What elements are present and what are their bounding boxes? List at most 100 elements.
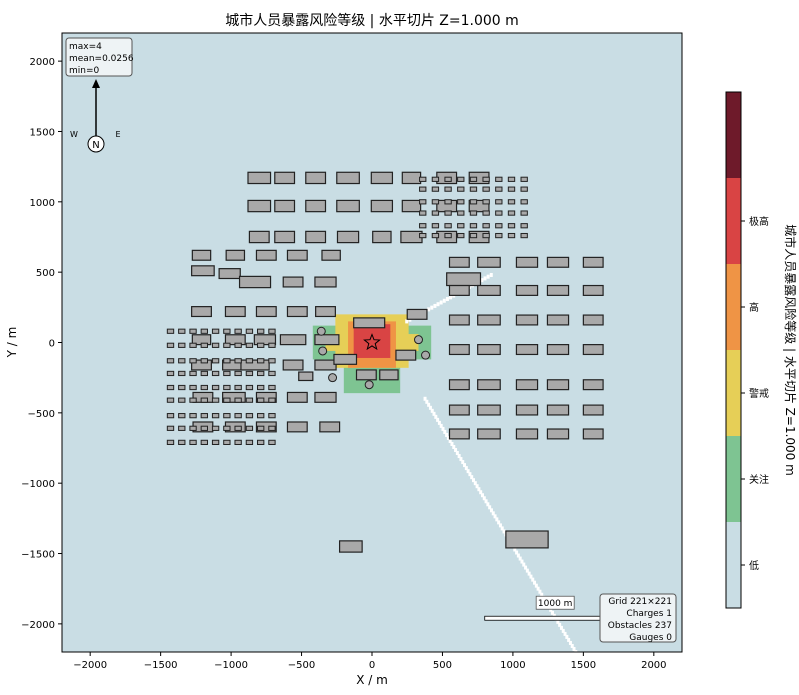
small-obstacle [234,397,242,403]
round-obstacle [318,346,328,356]
building [515,284,539,296]
building [546,344,570,356]
small-obstacle [419,186,427,192]
round-obstacle [316,326,326,336]
small-obstacle [223,328,231,334]
small-obstacle [431,210,440,216]
colorbar-segment [726,178,741,264]
small-obstacle [200,425,208,431]
plume-cell [482,496,486,501]
building [338,540,363,553]
building [546,428,570,440]
building [515,404,539,416]
plume-cell [498,523,502,528]
plume-cell [495,517,499,522]
small-obstacle [482,232,490,239]
colorbar-label: 城市人员暴露风险等级 | 水平切片 Z=1.000 m [783,224,798,476]
small-obstacle [178,425,186,431]
small-obstacle [245,370,254,377]
plume-cell [449,295,453,300]
building [582,284,604,296]
x-tick-label: 500 [433,660,452,671]
building [515,256,539,268]
plume-cell [561,628,565,633]
plume-cell [472,478,476,483]
plume-cell [442,298,446,303]
x-tick-label: 2000 [641,660,666,671]
plume-cell [480,278,484,283]
small-obstacle [457,199,465,205]
colorbar-tick-label: 高 [749,301,759,314]
small-obstacle [431,223,440,229]
small-obstacle [495,176,503,182]
colorbar-segment [726,436,741,522]
x-tick-label: −500 [288,660,315,671]
plume-cell [439,300,443,305]
building [448,344,470,356]
compass-north: N [92,140,99,151]
building [191,249,212,261]
plume-cell [568,640,572,645]
small-obstacle [419,232,427,239]
small-obstacle [268,370,276,377]
small-obstacle [268,342,276,348]
building [255,249,277,261]
building [379,369,399,381]
building [286,249,308,261]
small-obstacle [419,176,427,182]
scale-bar-label-bg [535,595,575,610]
small-obstacle [211,328,220,334]
small-obstacle [419,223,427,229]
small-obstacle [257,328,265,334]
small-obstacle [200,384,208,391]
small-obstacle [431,232,440,239]
plume-cell [454,448,458,453]
small-obstacle [200,413,208,419]
building [222,391,246,403]
small-obstacle [245,425,254,431]
building [448,284,470,296]
plume-cell [432,411,436,416]
small-obstacle [223,358,231,364]
small-obstacle [211,358,220,364]
round-obstacle [414,335,423,345]
building [336,171,360,185]
small-obstacle [200,439,208,445]
colorbar-tick-label: 极高 [749,215,769,228]
plume-cell [558,622,562,627]
plume-cell [572,646,576,651]
north-circle [87,135,105,153]
plume-cell [559,625,563,630]
small-obstacle [520,210,528,216]
small-obstacle [520,186,528,192]
building [515,379,539,391]
plume-cell [433,303,437,308]
small-obstacle [245,358,254,364]
small-obstacle [520,232,528,239]
scale-bar: 1000 m [484,595,627,621]
small-obstacle [268,328,276,334]
small-obstacle [234,342,242,348]
building [274,171,296,185]
small-obstacle [444,223,452,229]
building [255,391,277,403]
info-grid: Grid 221×221 [608,597,672,607]
small-obstacle [200,397,208,403]
building [286,306,308,318]
small-obstacle [482,210,490,216]
round-obstacle [328,373,338,383]
small-obstacle [166,425,175,431]
small-obstacle [257,439,265,445]
plume-cell [502,529,506,534]
small-obstacle [245,342,254,348]
building [582,428,604,440]
building [321,249,341,261]
small-obstacle [245,413,254,419]
small-obstacle [482,223,490,229]
small-obstacle [444,210,452,216]
plume-cell [488,505,492,510]
colorbar-segment [726,264,741,350]
x-tick-label: −1000 [214,660,248,671]
building [446,272,482,287]
plume-cell [497,520,501,525]
